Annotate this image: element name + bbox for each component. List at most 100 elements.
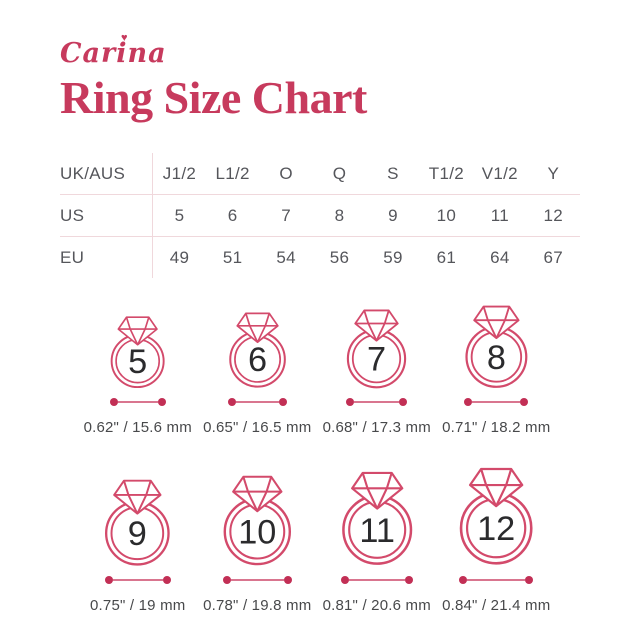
row-label: UK/AUS xyxy=(60,153,153,195)
diameter-measure-line xyxy=(104,575,171,584)
size-value-cell: 5 xyxy=(152,194,206,237)
ring-diameter-label: 0.65" / 16.5 mm xyxy=(203,419,312,437)
ring-card: 11 0.81" / 20.6 mm xyxy=(323,470,431,614)
page-header: Carina ♥ Ring Size Chart xyxy=(60,33,580,123)
size-value-cell: J1/2 xyxy=(152,153,206,195)
ring-diameter-label: 0.71" / 18.2 mm xyxy=(442,419,551,437)
ring-size-number: 7 xyxy=(367,340,386,378)
size-value-cell: 59 xyxy=(383,247,403,267)
ring-size-number: 12 xyxy=(477,511,515,549)
ring-diameter-label: 0.78" / 19.8 mm xyxy=(203,596,312,614)
ring-size-number: 6 xyxy=(248,342,267,380)
ring-card: 9 0.75" / 19 mm xyxy=(90,478,185,614)
ring-size-number: 9 xyxy=(128,515,147,553)
measure-bar xyxy=(472,401,521,404)
measure-dot-left xyxy=(346,398,355,407)
diamond-icon xyxy=(354,309,399,342)
diameter-measure-line xyxy=(227,398,287,407)
size-value-cell: 61 xyxy=(436,247,457,267)
measure-bar xyxy=(112,578,163,581)
brand-logo-text: Carina xyxy=(60,38,167,69)
measure-dot-right xyxy=(157,398,166,407)
size-conversion-table: UK/AUS J1/2 L1/2 O Q S T1/2 V1/2 Y US 5 6 7 8 9 10 11 12 E… xyxy=(60,153,580,278)
table-row: US 5 6 7 8 9 10 11 12 xyxy=(60,194,580,237)
measure-dot-right xyxy=(525,575,534,584)
ring-card: 6 0.65" / 16.5 mm xyxy=(203,311,311,436)
diamond-icon xyxy=(350,471,403,510)
size-value-cell: 7 xyxy=(259,194,313,237)
diameter-measure-line xyxy=(109,398,166,407)
brand-logo: Carina ♥ xyxy=(60,33,167,69)
ring-card: 12 0.84" / 21.4 mm xyxy=(442,466,551,614)
ring-size-number: 5 xyxy=(128,343,147,381)
size-table-body: UK/AUS J1/2 L1/2 O Q S T1/2 V1/2 Y US 5 6 7 8 9 10 11 12 E… xyxy=(60,153,580,278)
size-value-cell: 56 xyxy=(329,247,350,267)
measure-bar xyxy=(354,401,400,404)
size-value-cell: T1/2 xyxy=(419,153,474,195)
size-value-cell: 51 xyxy=(222,247,243,267)
diamond-icon xyxy=(469,468,524,508)
size-value-cell: 67 xyxy=(543,247,564,267)
ring-diameter-label: 0.62" / 15.6 mm xyxy=(83,419,192,437)
ring-card: 8 0.71" / 18.2 mm xyxy=(442,304,550,436)
measure-bar xyxy=(230,578,284,581)
size-value-cell: Q xyxy=(312,153,367,195)
ring-card: 5 0.62" / 15.6 mm xyxy=(84,315,192,436)
size-value-cell: 49 xyxy=(169,247,190,267)
ring-diameter-label: 0.81" / 20.6 mm xyxy=(322,596,431,614)
table-row: UK/AUS J1/2 L1/2 O Q S T1/2 V1/2 Y xyxy=(60,153,580,195)
measure-dot-left xyxy=(464,398,473,407)
row-label: US xyxy=(60,194,153,237)
ring-diagram: 7 xyxy=(347,309,407,388)
ring-diagram: 8 xyxy=(465,305,528,388)
page-title: Ring Size Chart xyxy=(60,72,367,123)
ring-diagram: 5 xyxy=(110,316,165,389)
size-value-cell: 10 xyxy=(419,194,474,237)
ring-diagram: 6 xyxy=(228,312,286,389)
diameter-measure-line xyxy=(459,575,534,584)
measure-dot-right xyxy=(162,575,171,584)
diamond-icon xyxy=(232,475,283,512)
measure-dot-left xyxy=(227,398,236,407)
measure-bar xyxy=(467,578,526,581)
measure-dot-right xyxy=(283,575,292,584)
diameter-measure-line xyxy=(346,398,408,407)
measure-bar xyxy=(117,401,158,404)
ring-card: 7 0.68" / 17.3 mm xyxy=(323,308,431,436)
size-value-cell: S xyxy=(366,153,420,195)
ring-diagram: 10 xyxy=(223,475,291,566)
measure-dot-left xyxy=(109,398,118,407)
size-value-cell: 54 xyxy=(276,247,296,267)
measure-dot-right xyxy=(278,398,287,407)
size-value-cell: 6 xyxy=(205,194,260,237)
diameter-measure-line xyxy=(464,398,529,407)
size-value-cell: O xyxy=(259,153,313,195)
size-value-cell: 8 xyxy=(312,194,367,237)
size-value-cell: V1/2 xyxy=(473,153,527,195)
rings-grid: 5 0.62" / 15.6 mm 6 0.65" / 16.5 mm xyxy=(78,304,556,614)
ring-size-number: 8 xyxy=(487,339,506,377)
ring-diagram: 11 xyxy=(341,471,412,566)
measure-bar xyxy=(348,578,405,581)
measure-dot-left xyxy=(459,575,468,584)
ring-diagram: 12 xyxy=(459,468,533,565)
ring-diagram: 9 xyxy=(105,479,171,566)
measure-dot-left xyxy=(104,575,113,584)
ring-diameter-label: 0.84" / 21.4 mm xyxy=(442,596,551,614)
ring-card: 10 0.78" / 19.8 mm xyxy=(203,474,311,614)
measure-dot-right xyxy=(520,398,529,407)
measure-dot-left xyxy=(340,575,349,584)
diamond-icon xyxy=(113,479,162,515)
measure-dot-right xyxy=(404,575,413,584)
diamond-icon xyxy=(236,312,279,344)
table-row: EU 49 51 54 56 59 61 64 67 xyxy=(60,236,580,278)
size-value-cell: 11 xyxy=(473,194,527,237)
size-value-cell: 9 xyxy=(366,194,420,237)
diamond-icon xyxy=(117,316,158,346)
diameter-measure-line xyxy=(340,575,413,584)
measure-dot-right xyxy=(399,398,408,407)
size-value-cell: L1/2 xyxy=(205,153,260,195)
ring-diameter-label: 0.75" / 19 mm xyxy=(90,596,186,614)
size-value-cell: 64 xyxy=(490,247,510,267)
